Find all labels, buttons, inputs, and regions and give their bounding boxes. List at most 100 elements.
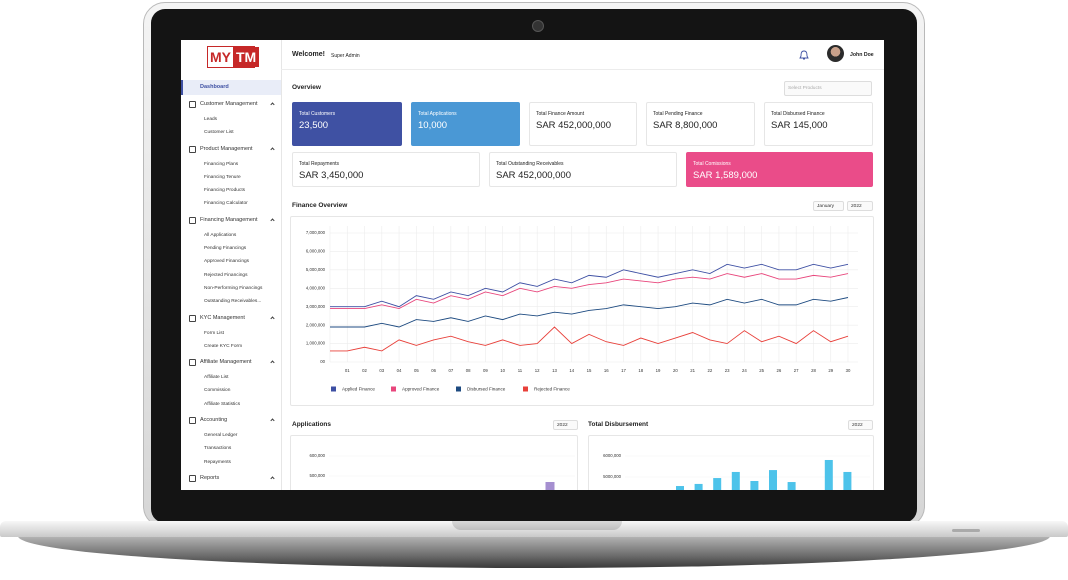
y-tick-label: 00 <box>320 359 325 364</box>
nav-item-active[interactable]: Dashboard <box>181 80 281 95</box>
x-tick-label: 12 <box>535 368 540 373</box>
stat-card[interactable]: Total Outstanding Receivables SAR 452,000… <box>489 152 677 187</box>
x-tick-label: 05 <box>414 368 419 373</box>
nav-item[interactable]: All Applications <box>204 232 237 238</box>
stat-card[interactable]: Total Finance Amount SAR 452,000,000 <box>529 102 637 146</box>
card-value: SAR 452,000,000 <box>496 170 572 181</box>
stat-card[interactable]: Total Comissions SAR 1,589,000 <box>686 152 873 187</box>
series-line <box>330 297 849 328</box>
nav-section[interactable]: Product Management <box>181 140 281 158</box>
nav-item[interactable]: Financing Tenure <box>204 174 241 180</box>
x-tick-label: 30 <box>846 368 851 373</box>
header-border <box>281 69 884 70</box>
legend-swatch <box>456 386 461 392</box>
stat-card[interactable]: Total Pending Finance SAR 8,800,000 <box>646 102 755 146</box>
card-value: SAR 452,000,000 <box>536 120 612 131</box>
legend-label: Disbursed Finance <box>467 387 506 392</box>
nav-section[interactable]: Accounting <box>181 411 281 429</box>
nav-item[interactable]: Affiliate List <box>204 375 229 381</box>
legend-swatch <box>331 386 336 392</box>
x-tick-label: 26 <box>777 368 782 373</box>
nav-section[interactable]: Customer Management <box>181 95 281 113</box>
bar <box>676 486 684 490</box>
select-products[interactable]: Select Products <box>784 81 872 96</box>
card-value: 10,000 <box>418 120 448 131</box>
nav-item[interactable]: Rejected Financings <box>204 272 248 278</box>
nav-section[interactable]: Reports <box>181 469 281 487</box>
nav-item[interactable]: Financing Plans <box>204 161 239 167</box>
nav-item[interactable]: Outstanding Receivables... <box>204 299 262 305</box>
x-tick-label: 15 <box>587 368 592 373</box>
nav-item[interactable]: Financing Calculator <box>204 201 248 207</box>
chart-card <box>588 435 874 490</box>
year-dropdown[interactable]: 2022 <box>848 420 873 430</box>
series-line <box>330 263 849 308</box>
card-label: Total Disbursed Finance <box>771 111 825 117</box>
stat-card[interactable]: Total Applications 10,000 <box>411 102 520 146</box>
y-tick-label: 6,000,000 <box>306 249 326 254</box>
stat-card[interactable]: Total Repayments SAR 3,450,000 <box>292 152 480 187</box>
section-title: Total Disbursement <box>588 421 649 428</box>
nav-item[interactable]: Financing Products <box>204 188 246 194</box>
year-dropdown[interactable]: 2022 <box>553 420 578 430</box>
nav-item[interactable]: General Ledger <box>204 433 238 439</box>
y-tick-label: 7,000,000 <box>306 230 326 235</box>
x-tick-label: 13 <box>552 368 557 373</box>
x-tick-label: 03 <box>379 368 384 373</box>
bar <box>787 482 796 490</box>
logo[interactable]: MY TM <box>207 46 260 68</box>
x-tick-label: 22 <box>707 368 712 373</box>
nav-item[interactable]: Transactions <box>204 446 232 452</box>
card-value: SAR 8,800,000 <box>653 120 718 131</box>
legend-swatch <box>523 386 528 392</box>
x-tick-label: 18 <box>638 368 643 373</box>
x-tick-label: 08 <box>466 368 471 373</box>
nav-item[interactable]: Create KYC Form <box>204 343 243 349</box>
month-dropdown[interactable]: January <box>813 201 844 211</box>
screen: MY TM Dashboard Customer Management Leads C… <box>181 40 884 490</box>
y-tick-label: 1,000,000 <box>306 341 326 346</box>
nav-item[interactable]: Repayments <box>204 459 231 465</box>
nav-item[interactable]: Customer List <box>204 130 234 136</box>
bell-icon[interactable] <box>799 50 809 61</box>
stat-card[interactable]: Total Disbursed Finance SAR 145,000 <box>764 102 873 146</box>
year-dropdown[interactable]: 2022 <box>847 201 873 211</box>
card-label: Total Pending Finance <box>653 111 703 117</box>
section-title: Applications <box>292 421 332 428</box>
nav-item[interactable]: Form List <box>204 330 224 336</box>
nav-label: Dashboard <box>200 84 229 90</box>
nav-item[interactable]: Non-Performing Financings <box>204 285 263 291</box>
nav-item[interactable]: Affiliate Statistics <box>204 401 241 407</box>
laptop-base <box>18 536 1050 568</box>
y-tick-label: 4,000,000 <box>306 285 326 290</box>
card-label: Total Repayments <box>299 161 340 167</box>
card-value: SAR 3,450,000 <box>299 170 364 181</box>
card-label: Total Comissions <box>693 161 731 167</box>
nav-item[interactable]: Commission <box>204 388 231 394</box>
bar <box>694 483 703 490</box>
card-value: 23,500 <box>299 120 329 131</box>
x-tick-label: 02 <box>362 368 367 373</box>
nav-section[interactable]: KYC Management <box>181 309 281 327</box>
role: Super Admin <box>331 53 360 59</box>
y-tick-label: 5000,000 <box>603 474 622 479</box>
user-name[interactable]: John Doe <box>850 52 874 58</box>
y-tick-label: 5,000,000 <box>306 267 326 272</box>
nav-item[interactable]: Pending Financings <box>204 246 247 252</box>
bar <box>769 470 777 490</box>
stat-card[interactable]: Total Customers 23,500 <box>292 102 402 146</box>
avatar[interactable] <box>827 45 844 62</box>
nav-item[interactable]: Approved Financings <box>204 259 250 265</box>
nav-section[interactable]: Financing Management <box>181 211 281 229</box>
camera <box>532 20 544 32</box>
section-title: Finance Overview <box>292 202 348 209</box>
charts: 00 1,000,000 2,000,000 3,000,000 4,000,000 5,… <box>306 226 870 490</box>
x-tick-label: 16 <box>604 368 609 373</box>
y-tick-label: 3,000,000 <box>306 304 326 309</box>
y-tick-label: 600,000 <box>309 453 325 458</box>
nav-item[interactable]: Leads <box>204 117 218 122</box>
x-tick-label: 07 <box>448 368 453 373</box>
x-tick-label: 20 <box>673 368 678 373</box>
nav-section[interactable]: Affiliate Management <box>181 353 281 371</box>
